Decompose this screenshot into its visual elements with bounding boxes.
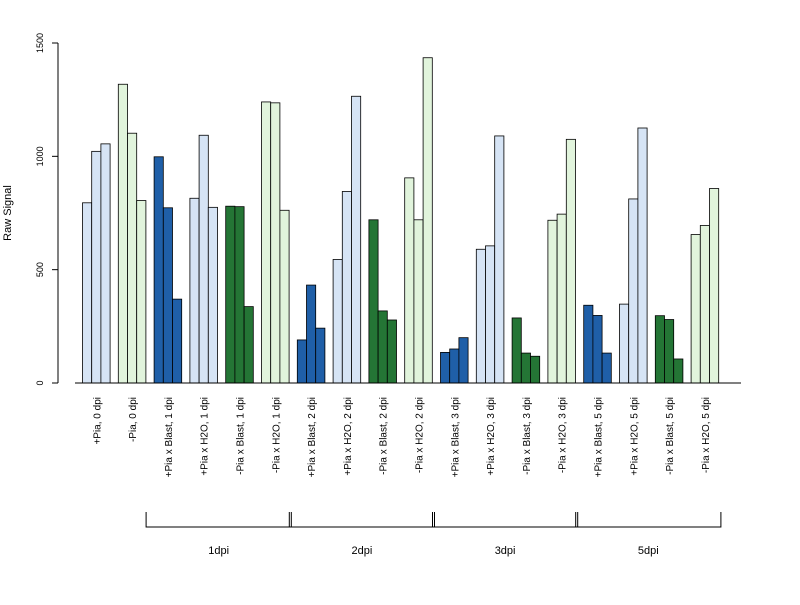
group-bracket <box>145 512 292 528</box>
x-tick-label: +Pia, 0 dpi <box>92 397 103 445</box>
bar <box>172 298 183 384</box>
bar <box>136 200 147 384</box>
bar <box>494 135 505 384</box>
bar <box>449 348 460 384</box>
bar <box>413 219 424 384</box>
bar <box>243 306 254 384</box>
bar <box>709 188 720 384</box>
bar <box>351 95 362 384</box>
bar <box>306 284 317 384</box>
x-tick-label: +Pia x Blast, 1 dpi <box>164 397 175 477</box>
y-tick-label: 500 <box>35 262 45 277</box>
x-tick-labels: +Pia, 0 dpi -Pia, 0 dpi +Pia x Blast, 1 dp… <box>92 397 712 477</box>
group-bracket <box>575 512 722 528</box>
bar <box>565 138 576 384</box>
group-brackets: 1dpi 2dpi 3dpi 5dpi <box>145 512 722 557</box>
bar <box>386 319 397 384</box>
bar <box>377 310 388 384</box>
x-tick-label: +Pia x H2O, 3 dpi <box>486 397 497 476</box>
bar <box>189 197 200 384</box>
bar <box>296 339 307 384</box>
bar <box>117 83 128 384</box>
x-tick-label: +Pia x H2O, 5 dpi <box>629 397 640 476</box>
bar <box>673 358 684 384</box>
bar <box>547 219 558 384</box>
y-axis: 0 500 1000 1500 <box>35 33 59 386</box>
bar <box>91 150 102 384</box>
y-tick-label: 0 <box>35 380 45 385</box>
bar <box>530 355 541 384</box>
bar <box>440 351 451 384</box>
bar <box>664 319 675 384</box>
bar <box>368 219 379 384</box>
x-tick-label: +Pia x H2O, 2 dpi <box>343 397 354 476</box>
x-tick-label: -Pia x H2O, 1 dpi <box>271 397 282 473</box>
bar <box>332 259 343 384</box>
x-tick-label: -Pia x Blast, 3 dpi <box>522 397 533 475</box>
x-tick-label: -Pia x H2O, 3 dpi <box>558 397 569 473</box>
x-tick-label: +Pia x Blast, 3 dpi <box>450 397 461 477</box>
bar <box>485 245 496 384</box>
bar <box>162 207 173 384</box>
y-tick-label: 1500 <box>35 33 45 53</box>
bar <box>520 352 531 384</box>
x-tick-label: +Pia x Blast, 5 dpi <box>594 397 605 477</box>
x-tick-label: +Pia x Blast, 2 dpi <box>307 397 318 477</box>
bars <box>82 57 720 384</box>
bar <box>690 234 701 384</box>
bar <box>207 206 218 384</box>
x-tick-label: -Pia x H2O, 5 dpi <box>701 397 712 473</box>
bar <box>153 156 164 384</box>
bar <box>628 198 639 384</box>
bar <box>198 134 209 384</box>
bar <box>404 177 415 384</box>
bar <box>511 317 522 384</box>
bar <box>637 127 648 384</box>
bar <box>234 206 245 384</box>
x-tick-label: -Pia, 0 dpi <box>128 397 139 442</box>
bar <box>422 57 433 384</box>
bar <box>592 315 603 384</box>
bar <box>279 209 290 384</box>
bar <box>225 205 236 384</box>
group-bracket-label: 5dpi <box>638 545 659 557</box>
group-bracket-label: 2dpi <box>352 545 373 557</box>
bar <box>315 327 326 384</box>
bar <box>458 337 469 384</box>
x-tick-label: -Pia x Blast, 2 dpi <box>379 397 390 475</box>
bar <box>100 143 111 384</box>
y-axis-label: Raw Signal <box>2 185 14 241</box>
bar <box>654 315 665 384</box>
bar <box>619 303 630 384</box>
bar <box>270 102 281 384</box>
group-bracket-label: 1dpi <box>208 545 229 557</box>
bar <box>82 202 93 384</box>
group-bracket <box>288 512 435 528</box>
group-bracket <box>432 512 579 528</box>
bar <box>475 248 486 384</box>
bar <box>699 225 710 384</box>
x-tick-label: -Pia x Blast, 1 dpi <box>236 397 247 475</box>
y-tick-label: 1000 <box>35 146 45 166</box>
bar <box>583 304 594 384</box>
bar <box>601 352 612 384</box>
group-bracket-label: 3dpi <box>495 545 516 557</box>
bar <box>127 132 138 384</box>
bar <box>556 213 567 384</box>
x-tick-label: -Pia x H2O, 2 dpi <box>415 397 426 473</box>
x-tick-label: +Pia x H2O, 1 dpi <box>200 397 211 476</box>
bar <box>341 191 352 384</box>
bar <box>261 101 272 384</box>
x-tick-label: -Pia x Blast, 5 dpi <box>665 397 676 475</box>
